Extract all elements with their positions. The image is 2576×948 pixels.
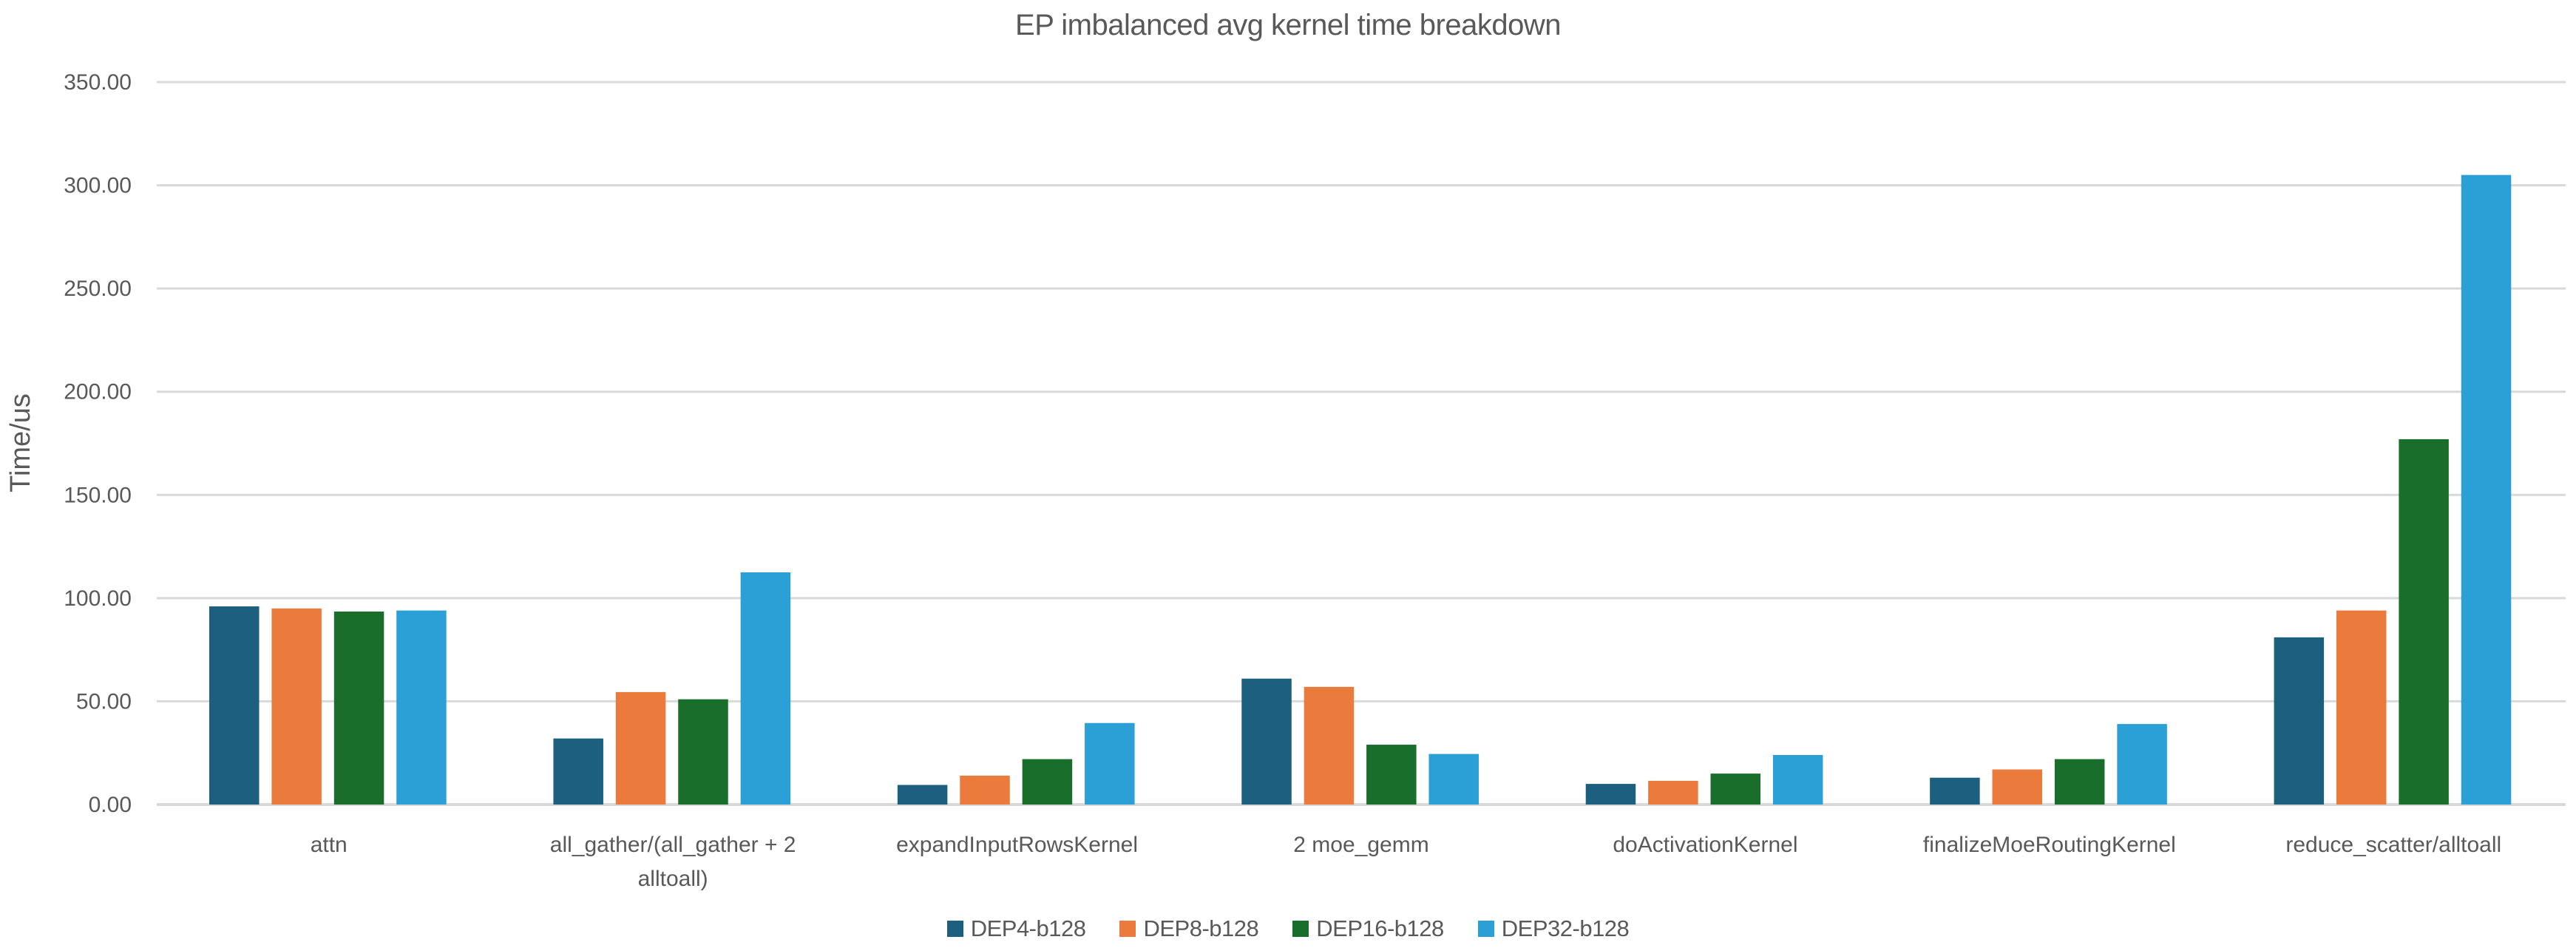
legend-label: DEP4-b128 bbox=[970, 915, 1086, 941]
bar-DEP16-b128-cat5 bbox=[2054, 759, 2105, 805]
bar-DEP4-b128-cat1 bbox=[553, 738, 603, 805]
y-tick-label: 100.00 bbox=[64, 586, 132, 611]
bar-DEP4-b128-cat2 bbox=[897, 785, 948, 805]
x-category-label: reduce_scatter/alltoall bbox=[2285, 833, 2501, 857]
legend-item-DEP32-b128: DEP32-b128 bbox=[1477, 915, 1630, 942]
bar-DEP32-b128-cat1 bbox=[740, 572, 791, 805]
legend-item-DEP8-b128: DEP8-b128 bbox=[1119, 915, 1259, 942]
bar-DEP8-b128-cat6 bbox=[2336, 610, 2387, 805]
bar-DEP16-b128-cat1 bbox=[678, 699, 728, 805]
x-category-label: expandInputRowsKernel bbox=[896, 833, 1138, 857]
legend-label: DEP32-b128 bbox=[1501, 915, 1630, 941]
x-category-label: finalizeMoeRoutingKernel bbox=[1923, 833, 2176, 857]
bar-DEP32-b128-cat6 bbox=[2461, 175, 2512, 805]
bar-DEP16-b128-cat0 bbox=[333, 612, 384, 805]
bar-DEP32-b128-cat3 bbox=[1428, 754, 1479, 805]
y-tick-label: 300.00 bbox=[64, 174, 132, 198]
legend-item-DEP16-b128: DEP16-b128 bbox=[1292, 915, 1444, 942]
bar-DEP4-b128-cat3 bbox=[1241, 678, 1292, 805]
legend-swatch-icon bbox=[946, 921, 963, 937]
y-tick-label: 150.00 bbox=[64, 483, 132, 507]
y-tick-label: 50.00 bbox=[76, 689, 132, 714]
x-category-label: 2 moe_gemm bbox=[1293, 833, 1428, 857]
bar-DEP8-b128-cat3 bbox=[1304, 686, 1355, 805]
bar-DEP4-b128-cat0 bbox=[209, 606, 260, 805]
y-tick-label: 0.00 bbox=[89, 793, 132, 817]
bar-DEP8-b128-cat4 bbox=[1648, 780, 1698, 805]
bar-DEP8-b128-cat2 bbox=[960, 775, 1010, 805]
bar-DEP16-b128-cat2 bbox=[1022, 759, 1073, 805]
x-category-label: attn bbox=[311, 833, 348, 857]
bar-DEP4-b128-cat4 bbox=[1585, 784, 1636, 805]
bar-DEP16-b128-cat6 bbox=[2399, 439, 2449, 805]
bar-DEP8-b128-cat1 bbox=[615, 691, 666, 805]
bar-DEP32-b128-cat5 bbox=[2117, 724, 2167, 805]
legend-swatch-icon bbox=[1119, 921, 1136, 937]
chart-title: EP imbalanced avg kernel time breakdown bbox=[1015, 9, 1561, 41]
legend-label: DEP8-b128 bbox=[1143, 915, 1259, 941]
legend-label: DEP16-b128 bbox=[1316, 915, 1444, 941]
x-category-label: alltoall) bbox=[638, 867, 708, 891]
y-tick-label: 250.00 bbox=[64, 277, 132, 301]
bar-DEP16-b128-cat4 bbox=[1710, 773, 1761, 805]
y-axis-title: Time/us bbox=[5, 393, 36, 492]
x-category-label: doActivationKernel bbox=[1613, 833, 1797, 857]
x-category-label: all_gather/(all_gather + 2 bbox=[550, 833, 796, 857]
legend-swatch-icon bbox=[1292, 921, 1309, 937]
bar-DEP32-b128-cat4 bbox=[1772, 755, 1823, 805]
legend-item-DEP4-b128: DEP4-b128 bbox=[946, 915, 1086, 942]
legend-swatch-icon bbox=[1477, 921, 1494, 937]
bar-DEP4-b128-cat5 bbox=[1930, 777, 1980, 805]
y-tick-label: 350.00 bbox=[64, 70, 132, 95]
bar-DEP32-b128-cat0 bbox=[396, 610, 447, 805]
bar-DEP16-b128-cat3 bbox=[1366, 745, 1417, 805]
legend: DEP4-b128 DEP8-b128 DEP16-b128 DEP32-b128 bbox=[0, 915, 2576, 942]
bar-DEP8-b128-cat5 bbox=[1992, 769, 2043, 805]
bar-DEP4-b128-cat6 bbox=[2274, 637, 2325, 805]
bar-DEP8-b128-cat0 bbox=[271, 608, 322, 805]
y-tick-label: 200.00 bbox=[64, 380, 132, 404]
bar-DEP32-b128-cat2 bbox=[1085, 722, 1135, 805]
